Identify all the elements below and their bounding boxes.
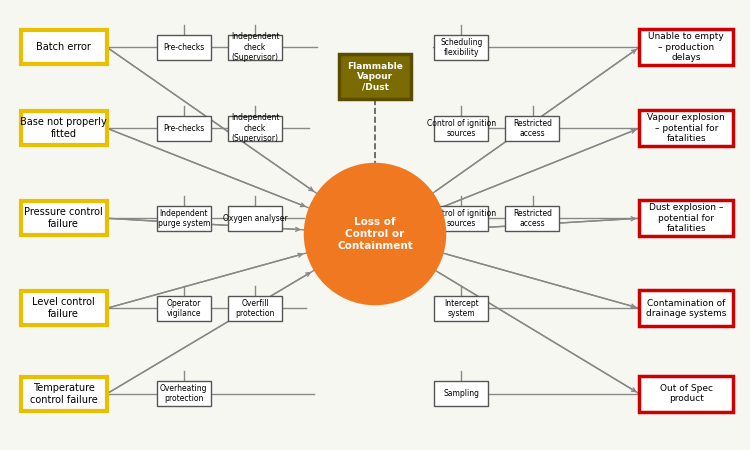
- Text: Control of ignition
sources: Control of ignition sources: [427, 118, 496, 138]
- Text: Batch error: Batch error: [36, 42, 92, 52]
- Text: Overheating
protection: Overheating protection: [160, 384, 208, 404]
- Bar: [21, 202, 107, 235]
- Text: Loss of
Control or
Containment: Loss of Control or Containment: [338, 217, 412, 251]
- Text: Independent
purge system: Independent purge system: [158, 208, 210, 228]
- Bar: [639, 110, 733, 146]
- Text: Scheduling
flexibility: Scheduling flexibility: [440, 37, 482, 57]
- Text: Pre-checks: Pre-checks: [164, 124, 204, 133]
- Bar: [506, 116, 560, 140]
- Text: Intercept
system: Intercept system: [444, 298, 478, 318]
- Bar: [639, 200, 733, 236]
- Text: Independent
check
(Supervisor): Independent check (Supervisor): [231, 113, 279, 143]
- Bar: [434, 35, 488, 59]
- Bar: [434, 382, 488, 406]
- Text: Unable to empty
– production
delays: Unable to empty – production delays: [648, 32, 724, 62]
- Bar: [157, 35, 211, 59]
- Bar: [339, 54, 411, 99]
- Text: Level control
failure: Level control failure: [32, 297, 95, 319]
- Text: Operator
vigilance: Operator vigilance: [166, 298, 201, 318]
- Text: Control of ignition
sources: Control of ignition sources: [427, 208, 496, 228]
- Bar: [21, 31, 107, 64]
- Bar: [434, 296, 488, 320]
- Text: Flammable
Vapour
/Dust: Flammable Vapour /Dust: [347, 62, 403, 91]
- Bar: [157, 206, 211, 230]
- Bar: [228, 35, 282, 59]
- Text: Independent
check
(Supervisor): Independent check (Supervisor): [231, 32, 279, 62]
- Bar: [228, 206, 282, 230]
- Text: Oxygen analyser: Oxygen analyser: [223, 214, 287, 223]
- Text: Base not properly
fitted: Base not properly fitted: [20, 117, 107, 139]
- Bar: [639, 29, 733, 65]
- Text: Temperature
control failure: Temperature control failure: [30, 383, 98, 405]
- Text: Out of Spec
product: Out of Spec product: [660, 384, 712, 404]
- Bar: [434, 116, 488, 140]
- Bar: [639, 290, 733, 326]
- Bar: [157, 382, 211, 406]
- Bar: [506, 206, 560, 230]
- Bar: [21, 377, 107, 410]
- Bar: [228, 116, 282, 140]
- Text: Dust explosion –
potential for
fatalities: Dust explosion – potential for fatalitie…: [649, 203, 724, 233]
- Bar: [434, 206, 488, 230]
- Bar: [21, 292, 107, 325]
- Text: Restricted
access: Restricted access: [513, 208, 552, 228]
- Text: Restricted
access: Restricted access: [513, 118, 552, 138]
- Text: Contamination of
drainage systems: Contamination of drainage systems: [646, 298, 727, 318]
- Bar: [21, 112, 107, 145]
- Text: Vapour explosion
– potential for
fatalities: Vapour explosion – potential for fatalit…: [647, 113, 725, 143]
- Bar: [157, 116, 211, 140]
- Ellipse shape: [304, 163, 446, 305]
- Text: Pre-checks: Pre-checks: [164, 43, 204, 52]
- Bar: [639, 376, 733, 412]
- Text: Sampling: Sampling: [443, 389, 479, 398]
- Bar: [157, 296, 211, 320]
- Text: Overfill
protection: Overfill protection: [236, 298, 274, 318]
- Bar: [228, 296, 282, 320]
- Text: Pressure control
failure: Pressure control failure: [25, 207, 103, 229]
